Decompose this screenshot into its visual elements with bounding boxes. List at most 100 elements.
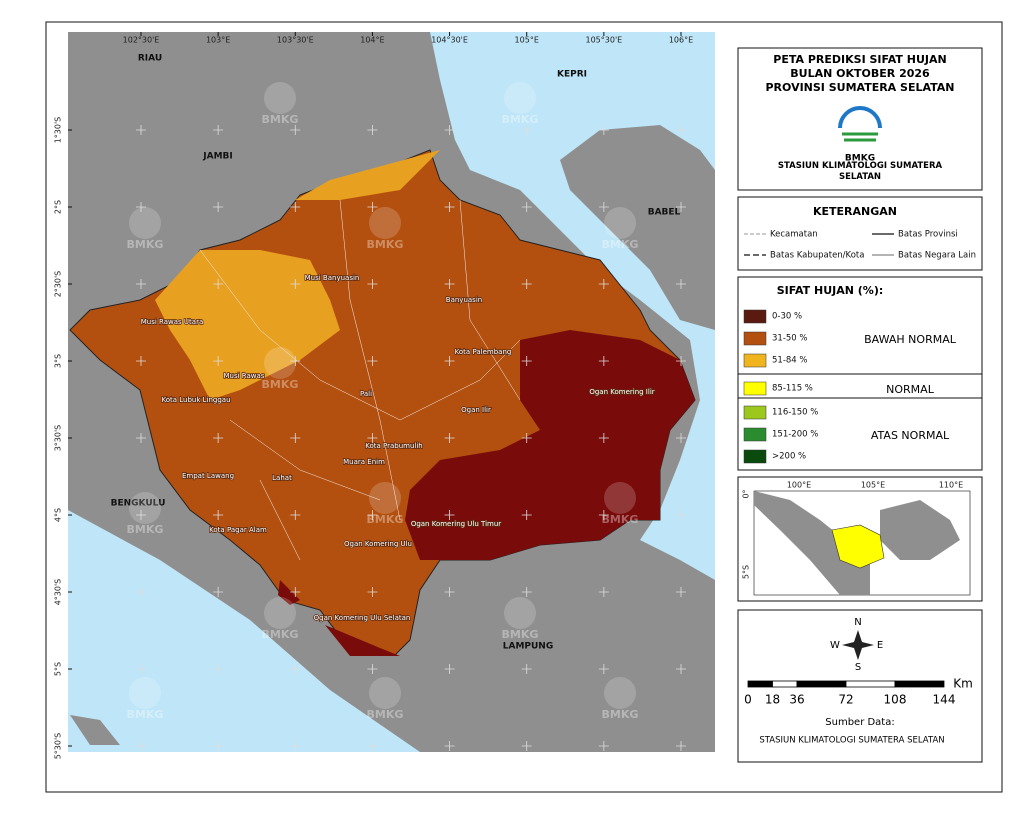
- watermark-logo: [129, 207, 161, 239]
- lon-label: 103°E: [206, 36, 230, 45]
- graticule-cross: [676, 202, 686, 212]
- watermark-logo: [504, 597, 536, 629]
- title-line: PETA PREDIKSI SIFAT HUJAN: [773, 53, 946, 66]
- graticule-cross: [444, 356, 455, 366]
- legend-group: NORMAL: [886, 383, 935, 396]
- graticule-cross: [367, 433, 378, 443]
- inset-land: [880, 500, 960, 560]
- lat-label: 3°30'S: [54, 425, 63, 452]
- region-label: JAMBI: [202, 152, 232, 162]
- watermark-logo: [369, 207, 401, 239]
- watermark-logo: [504, 82, 536, 114]
- inset-lon-label: 110°E: [939, 481, 963, 490]
- scale-unit: Km: [953, 677, 973, 691]
- graticule-cross: [213, 279, 224, 289]
- lat-label: 5°S: [54, 662, 63, 676]
- station-name: STASIUN KLIMATOLOGI SUMATERA SELATAN: [777, 161, 943, 182]
- graticule-cross: [676, 279, 686, 289]
- keterangan-item: Kecamatan: [770, 230, 818, 240]
- watermark: BMKG: [367, 238, 404, 251]
- graticule-cross: [521, 510, 532, 520]
- keterangan-title: KETERANGAN: [813, 205, 897, 218]
- graticule-cross: [444, 510, 455, 520]
- lat-label: 1°30'S: [54, 117, 63, 144]
- graticule-cross: [213, 741, 224, 751]
- area-0-30: [278, 580, 300, 605]
- region-label: BENGKULU: [111, 499, 166, 509]
- graticule-cross: [136, 433, 146, 443]
- graticule-cross: [676, 664, 686, 674]
- graticule-cross: [676, 433, 686, 443]
- graticule: 102°30'E 103°E 103°30'E 104°E 104°30'E 105°E 1…: [54, 32, 693, 760]
- watermark-logo: [129, 677, 161, 709]
- logo-arc: [838, 106, 882, 129]
- graticule-cross: [367, 356, 378, 366]
- compass-label: S: [855, 662, 861, 673]
- scale-segment: [796, 680, 847, 688]
- graticule-cross: [213, 433, 224, 443]
- graticule-cross: [213, 510, 224, 520]
- graticule-cross: [367, 510, 378, 520]
- watermark: BMKG: [262, 378, 299, 391]
- legend-group: BAWAH NORMAL: [864, 333, 957, 346]
- lat-label: 4°S: [54, 508, 63, 522]
- watermark: BMKG: [502, 628, 539, 641]
- compass-label: W: [830, 640, 840, 651]
- land: [70, 715, 120, 745]
- scale-bar: 0 18 36 72 108 144: [744, 680, 956, 707]
- watermark: BMKG: [367, 513, 404, 526]
- compass-label: E: [877, 640, 883, 651]
- lat-label: 5°30'S: [54, 733, 63, 760]
- graticule-cross: [521, 202, 532, 212]
- district-label: Ogan Komering Ulu Selatan: [314, 614, 411, 622]
- graticule-cross: [521, 356, 532, 366]
- graticule-cross: [676, 741, 686, 751]
- graticule-cross: [598, 356, 609, 366]
- graticule-cross: [136, 587, 146, 597]
- graticule-cross: [521, 125, 532, 135]
- graticule-cross: [521, 279, 532, 289]
- graticule-cross: [598, 433, 609, 443]
- district-line: [199, 199, 521, 561]
- graticule-cross: [136, 664, 146, 674]
- graticule-cross: [676, 356, 686, 366]
- legend-swatch: [743, 381, 767, 396]
- graticule-cross: [598, 125, 609, 135]
- scale-segment: [747, 680, 773, 688]
- district-label: Kota Palembang: [455, 348, 512, 356]
- legend-group: ATAS NORMAL: [871, 429, 950, 442]
- logo-text: BMKG: [845, 154, 875, 164]
- district-label: Musi Banyuasin: [305, 274, 360, 282]
- graticule-cross: [444, 125, 455, 135]
- graticule-cross: [136, 741, 146, 751]
- graticule-cross: [521, 741, 532, 751]
- graticule-cross: [367, 125, 378, 135]
- graticule-cross: [290, 125, 301, 135]
- watermark: BMKG: [367, 708, 404, 721]
- graticule-cross: [598, 587, 609, 597]
- lon-label: 105°30'E: [586, 36, 623, 45]
- watermark-logo: [369, 677, 401, 709]
- graticule-cross: [290, 510, 301, 520]
- inset-lon-label: 100°E: [787, 481, 811, 490]
- district-label: Ogan Komering Ilir: [589, 388, 654, 396]
- keterangan-box: [737, 196, 983, 271]
- graticule-cross: [367, 741, 378, 751]
- watermark-logo: [604, 677, 636, 709]
- watermark: BMKG: [127, 238, 164, 251]
- watermarks: BMKG BMKG BMKG BMKG BMKG BMKG BMKG BMKG BMKG BMKG…: [127, 82, 639, 721]
- compass-rose: [842, 630, 874, 660]
- title-line: PROVINSI SUMATERA SELATAN: [765, 81, 954, 94]
- district-label: Banyuasin: [446, 296, 482, 304]
- scale-tick-label: 36: [789, 693, 804, 707]
- graticule-cross: [521, 433, 532, 443]
- watermark: BMKG: [602, 513, 639, 526]
- scale-tick-label: 144: [933, 693, 956, 707]
- watermark-logo: [264, 597, 296, 629]
- watermark: BMKG: [602, 708, 639, 721]
- region-label: BABEL: [648, 208, 681, 218]
- graticule-cross: [136, 356, 146, 366]
- logo: [838, 106, 882, 142]
- graticule-cross: [444, 741, 455, 751]
- district-label: Ogan Ilir: [461, 406, 491, 414]
